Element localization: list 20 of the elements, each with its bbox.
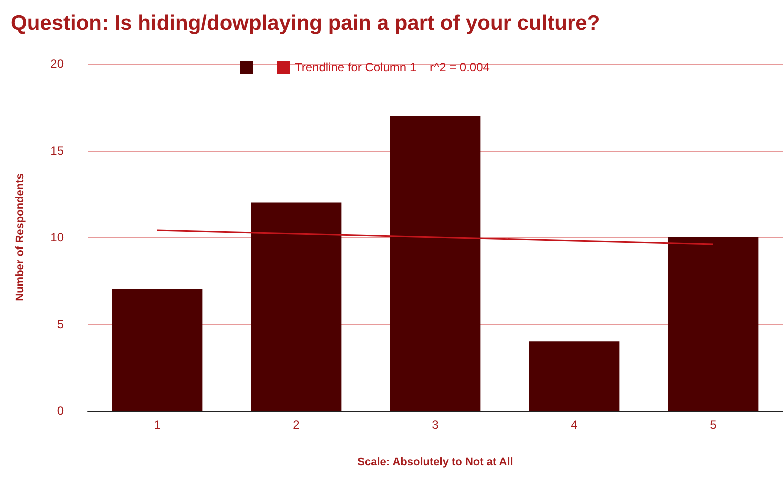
x-tick-label: 4 — [571, 418, 578, 432]
legend-label: Trendline for Column 1 r^2 = 0.004 — [295, 60, 490, 74]
line-series — [156, 230, 714, 246]
x-axis-title: Scale: Absolutely to Not at All — [358, 456, 514, 468]
y-axis-title: Number of Respondents — [14, 174, 26, 302]
x-tick-label: 1 — [154, 418, 162, 432]
y-tick-label: 0 — [57, 404, 64, 418]
y-tick-label: 5 — [57, 317, 64, 332]
bar — [390, 116, 481, 411]
bar — [668, 238, 759, 411]
bar — [251, 202, 342, 411]
x-tick-label: 3 — [432, 418, 440, 432]
chart-title: Question: Is hiding/dowplaying pain a part of your culture? — [11, 12, 600, 35]
y-tick-label: 15 — [50, 144, 64, 158]
x-tick-label: 2 — [293, 418, 300, 432]
bar — [529, 342, 620, 411]
y-tick-label: 10 — [50, 230, 64, 244]
y-tick-label: 20 — [50, 57, 64, 71]
x-tick-label: 5 — [710, 418, 718, 432]
bar — [112, 290, 203, 411]
